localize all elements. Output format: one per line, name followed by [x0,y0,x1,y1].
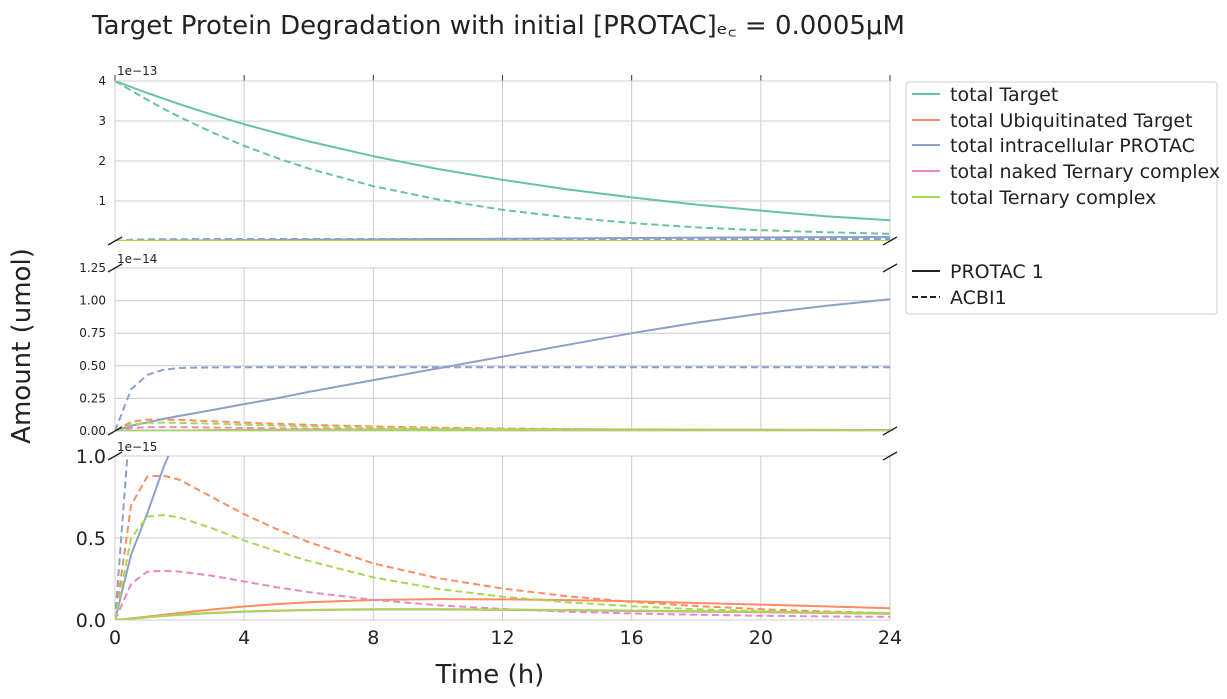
series-line [115,81,890,222]
axis-break-mark [107,426,123,436]
series-line [115,426,890,431]
series-line [115,429,890,431]
exponent-label: 1e−14 [117,252,157,266]
panels: 12341e−130.000.250.500.751.001.251e−140.… [76,64,902,649]
y-tick-label: 1.25 [79,261,106,275]
x-axis-label: Time (h) [435,660,545,690]
panel-top: 1 2 3 4 1e−13 [98,64,898,246]
axis-break-mark [882,451,898,461]
y-tick-label: 3 [98,114,106,128]
x-tick-label: 20 [749,627,773,649]
y-tick-label: 0.5 [76,528,106,550]
legend-entry-label: total naked Ternary complex [950,161,1220,183]
chart-title: Target Protein Degradation with initial … [91,11,905,41]
x-tick-label: 24 [878,627,902,649]
series-group [115,298,890,431]
series-line [115,81,890,235]
panel-middle: 0.00 0.25 0.50 0.75 1.00 1.25 1e−14 [79,252,898,438]
legend-entry-label: ACBI1 [950,287,1007,309]
series-group [115,81,890,241]
x-tick-label: 4 [238,627,250,649]
x-tick-label: 8 [367,627,379,649]
y-tick-label: 1.0 [76,446,106,468]
series-line [115,298,890,431]
legend-entry-label: total Ubiquitinated Target [950,110,1193,132]
legend-frame [905,81,1218,315]
axis-break-mark [107,451,123,461]
legend-entry-label: total Ternary complex [950,187,1156,209]
axis-break-mark [107,263,123,273]
x-tick-label: 16 [620,627,644,649]
y-tick-label: 4 [98,74,106,88]
panel-bottom: 0.0 0.5 1.0 1e−15 [76,440,898,632]
axis-break-mark [882,426,898,436]
y-tick-label: 0.0 [76,610,106,632]
y-tick-label: 0.00 [79,424,106,438]
legend-entry-label: total intracellular PROTAC [950,135,1195,157]
axis-break-mark [882,236,898,246]
x-tick-label: 12 [490,627,514,649]
series-group [115,456,890,620]
series-line [115,569,890,620]
series-line [115,608,890,620]
series-line [115,238,890,241]
legend-entry-label: total Target [950,84,1058,106]
y-tick-label: 0.25 [79,391,106,405]
axis-break-mark [882,263,898,273]
y-tick-label: 2 [98,154,106,168]
y-tick-label: 1 [98,194,106,208]
y-tick-label: 0.50 [79,359,106,373]
series-line [115,598,890,620]
series-line [115,421,890,431]
legend-entry-label: PROTAC 1 [950,261,1044,283]
y-tick-label: 0.75 [79,326,106,340]
legend: total Target total Ubiquitinated Target to… [905,81,1220,315]
y-tick-label: 1.00 [79,294,106,308]
series-line [115,514,890,620]
exponent-label: 1e−15 [117,440,157,454]
axis-break-mark [107,236,123,246]
x-tick-label: 0 [109,627,121,649]
series-line [115,366,890,431]
y-axis-label: Amount (umol) [7,248,37,444]
exponent-label: 1e−13 [117,64,157,78]
series-line [115,474,890,620]
series-line [115,456,170,620]
